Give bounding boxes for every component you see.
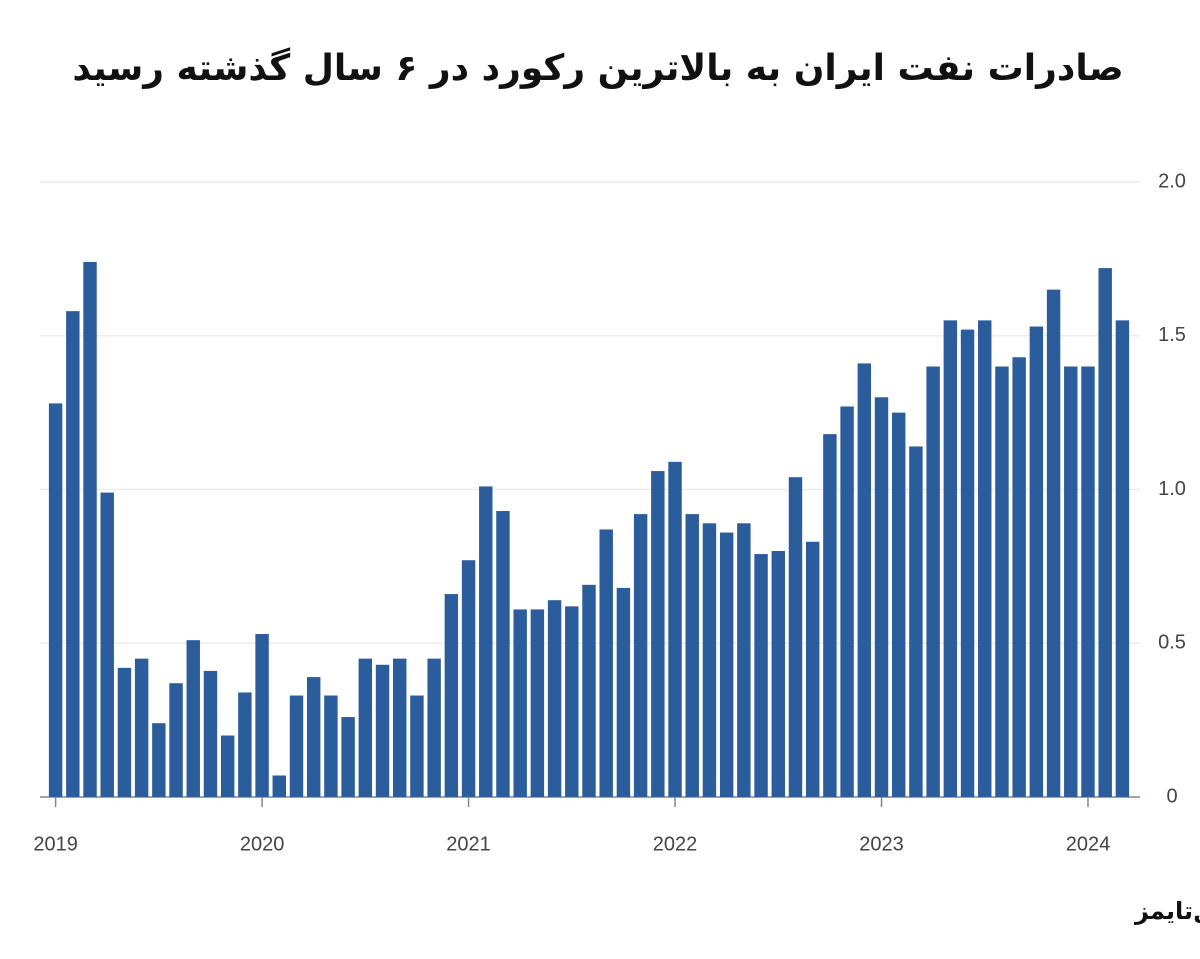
bar (427, 658, 441, 797)
bar (186, 640, 200, 797)
bar (134, 658, 149, 797)
bar (616, 587, 631, 797)
bar (496, 511, 510, 797)
bar (410, 695, 424, 797)
bar (840, 406, 854, 797)
y-tick-label: 0 (1166, 785, 1177, 807)
bar (547, 600, 562, 797)
bar (117, 667, 132, 797)
x-tick-label: 2021 (446, 833, 491, 855)
bar (685, 514, 699, 797)
bar (1064, 366, 1078, 797)
bar (582, 584, 596, 797)
bar (874, 397, 889, 797)
bar (754, 554, 768, 797)
bar (1081, 366, 1095, 797)
y-tick-label: 1.5 (1158, 324, 1186, 346)
bar (805, 541, 820, 797)
bar (375, 664, 390, 797)
bar (341, 717, 355, 797)
bar (255, 634, 269, 797)
bar (1098, 268, 1112, 798)
bar (1046, 289, 1061, 797)
chart-title: صادرات نفت ایران به بالاترین رکورد در ۶ … (72, 47, 1123, 89)
bar (651, 471, 665, 797)
bar (272, 775, 286, 797)
bar (306, 677, 321, 797)
bar (220, 735, 235, 797)
bar (565, 606, 579, 797)
bar (513, 609, 527, 797)
source: منبع:فایننشال‌تایمز (1134, 897, 1200, 925)
bar (1115, 320, 1130, 797)
bar (633, 514, 648, 797)
bar (702, 523, 717, 797)
bar (978, 320, 992, 797)
bar (909, 446, 923, 797)
bar (857, 363, 872, 797)
bar (238, 692, 252, 797)
bar (83, 261, 97, 797)
bar (823, 434, 837, 797)
bar (668, 461, 682, 797)
bar (995, 366, 1009, 797)
x-tick-label: 2024 (1066, 833, 1111, 855)
y-tick-label: 2.0 (1158, 170, 1186, 192)
bar (100, 492, 114, 797)
bar (169, 683, 183, 797)
bar (393, 658, 407, 797)
bar (599, 529, 613, 797)
x-tick-label: 2023 (859, 833, 904, 855)
bar (788, 477, 803, 797)
bar (943, 320, 958, 797)
bar (358, 658, 373, 797)
bar (719, 532, 734, 797)
bar (892, 412, 906, 797)
bar (152, 723, 166, 797)
bar (289, 695, 304, 797)
x-tick-label: 2022 (653, 833, 698, 855)
bar (771, 551, 785, 797)
bar (66, 311, 80, 797)
bar (444, 594, 459, 797)
y-tick-label: 0.5 (1158, 632, 1186, 654)
bar (737, 523, 751, 797)
bar (203, 670, 218, 797)
bar (479, 486, 493, 797)
bar (1029, 326, 1044, 797)
x-tick-label: 2020 (240, 833, 285, 855)
bar (324, 695, 338, 797)
bar (530, 609, 545, 797)
bar (461, 560, 476, 797)
bar (48, 403, 63, 797)
bar (960, 329, 975, 797)
y-tick-label: 1.0 (1158, 478, 1186, 500)
x-tick-label: 2019 (33, 833, 78, 855)
bar (1012, 357, 1026, 797)
bar (926, 366, 940, 797)
